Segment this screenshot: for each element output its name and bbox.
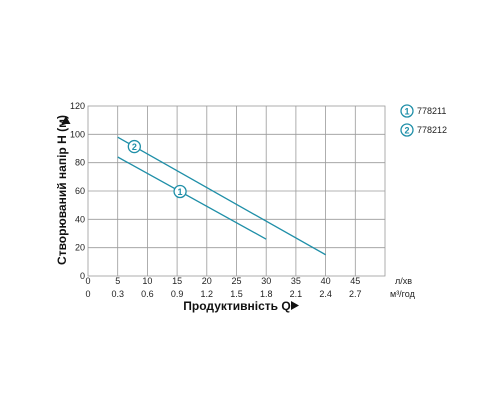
x2-tick-label: 0.3 [111,289,124,299]
x-tick-label: 35 [291,276,301,286]
series-lines: 12 [117,136,326,256]
y-tick-label: 80 [75,158,85,168]
x2-tick-label: 1.5 [230,289,243,299]
x-tick-label: 15 [172,276,182,286]
x-tick-label: 45 [350,276,360,286]
y-tick-label: 0 [80,271,85,281]
y-axis-title: Створюваний напір Н (м) [55,115,69,265]
legend-marker-2-icon [400,123,414,137]
y-tick-label: 60 [75,186,85,196]
axes: 0050.3100.6150.9201.2251.5301.8352.1402.… [70,101,362,299]
x-axis-title-arrow-icon [291,301,299,310]
y-tick-label: 40 [75,214,85,224]
x-tick-label: 25 [231,276,241,286]
series-marker-2-icon [127,139,141,154]
x2-tick-label: 1.8 [260,289,273,299]
x-tick-label: 30 [261,276,271,286]
legend: 1 778211 2 778212 [400,104,447,137]
y-tick-label: 20 [75,243,85,253]
y-tick-label: 120 [70,101,85,111]
x-axis-title: Продуктивність Q [183,299,290,313]
y-axis-title-arrow-icon [61,116,71,124]
legend-item-2: 2 778212 [400,123,447,137]
x2-tick-label: 2.7 [349,289,362,299]
series-marker-1-icon [173,184,187,199]
x-tick-label: 0 [85,276,90,286]
series-line-2 [117,136,326,256]
x2-tick-label: 0.6 [141,289,154,299]
x-tick-label: 40 [321,276,331,286]
series-line-1 [117,156,267,240]
grid [87,105,386,277]
y-tick-label: 100 [70,129,85,139]
x2-tick-label: 0 [85,289,90,299]
legend-item-1: 1 778211 [400,104,446,118]
legend-marker-1-number: 1 [404,106,409,116]
x2-tick-label: 0.9 [171,289,184,299]
x-tick-label: 20 [202,276,212,286]
legend-label-1: 778211 [417,106,446,116]
legend-marker-1-icon [400,104,414,118]
series-marker-2-number: 2 [132,142,137,152]
x2-tick-label: 1.2 [201,289,214,299]
x-tick-label: 5 [115,276,120,286]
x2-tick-label: 2.1 [290,289,303,299]
series-marker-1-number: 1 [178,187,183,197]
x2-tick-label: 2.4 [319,289,332,299]
x2-unit-label: м³/год [390,289,416,299]
x-unit-label: л/хв [395,276,412,286]
legend-label-2: 778212 [417,125,447,135]
legend-marker-2-number: 2 [404,125,409,135]
x-tick-label: 10 [142,276,152,286]
